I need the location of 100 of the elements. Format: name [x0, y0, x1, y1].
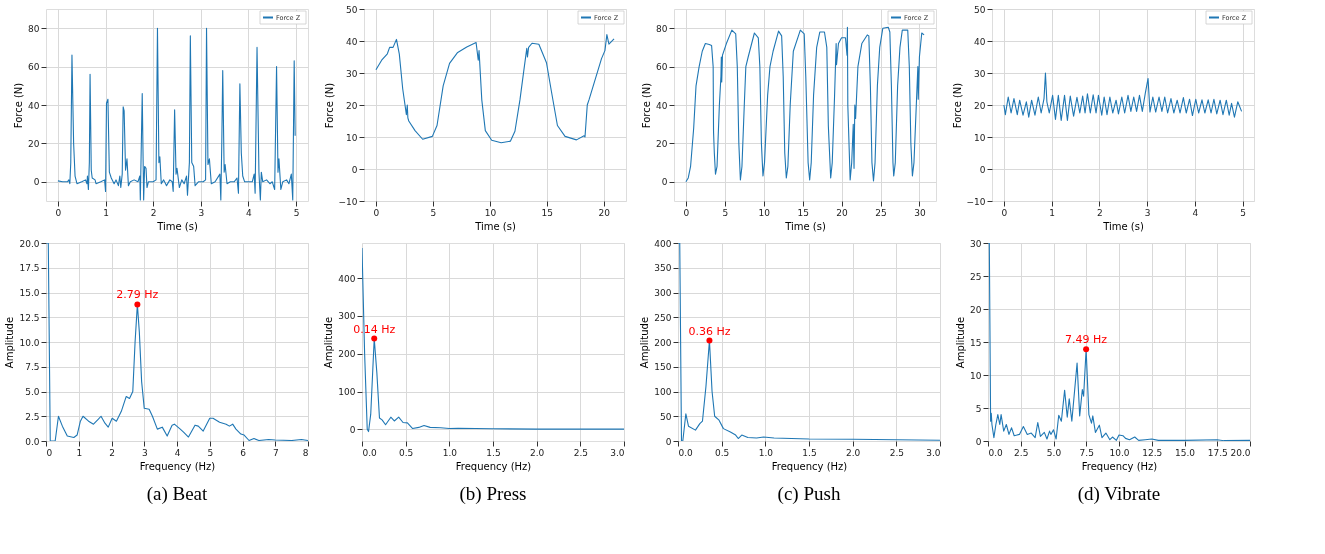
- x-tick-label: 2: [1097, 207, 1103, 218]
- y-tick-label: 0: [975, 436, 982, 447]
- y-tick-label: 40: [656, 100, 668, 111]
- y-tick-label: 150: [654, 362, 672, 373]
- y-tick-label: 100: [338, 387, 356, 397]
- annotation: 2.79 Hz: [116, 288, 159, 302]
- y-tick-label: 20: [974, 100, 986, 111]
- x-tick-label: 8: [302, 447, 309, 458]
- y-tick-label: 200: [338, 349, 356, 360]
- line-series: [1003, 72, 1243, 121]
- x-tick-label: 0: [373, 207, 380, 218]
- y-tick-label: 60: [28, 62, 40, 73]
- y-tick-label: 100: [654, 387, 672, 397]
- x-tick-label: 10: [758, 207, 771, 218]
- x-tick-label: 0: [1001, 207, 1008, 218]
- x-tick-label: 4: [246, 207, 253, 218]
- x-tick-label: 15.0: [1174, 447, 1196, 458]
- x-axis-title: Frequency (Hz): [455, 460, 532, 472]
- y-tick-label: 0.0: [25, 436, 40, 447]
- x-tick-label: 10: [484, 207, 497, 218]
- x-tick-label: 2.5: [573, 447, 588, 458]
- x-tick-label: 5: [1240, 207, 1246, 218]
- x-tick-label: 0.0: [362, 447, 378, 458]
- x-tick-label: 2.5: [1014, 447, 1029, 458]
- annotation: 7.49 Hz: [1065, 333, 1108, 347]
- x-tick-label: 4: [1192, 207, 1199, 218]
- y-tick-label: 0: [349, 424, 356, 435]
- line-series: [685, 26, 925, 183]
- y-tick-label: 10: [346, 132, 358, 143]
- x-tick-label: 12.5: [1142, 447, 1163, 458]
- y-axis-title: Force (N): [641, 82, 653, 129]
- x-tick-label: 3.0: [926, 447, 941, 458]
- line-series: [988, 243, 1250, 441]
- x-tick-label: 10.0: [1109, 447, 1130, 458]
- y-tick-label: 30: [974, 68, 986, 79]
- y-tick-label: 300: [654, 288, 672, 298]
- y-tick-label: 5: [975, 403, 982, 414]
- y-tick-label: 50: [974, 4, 986, 15]
- y-tick-label: −10: [338, 196, 358, 207]
- y-tick-label: 20.0: [19, 238, 40, 249]
- x-axis-title: Time (s): [1102, 220, 1144, 232]
- y-tick-label: 15: [970, 337, 982, 348]
- x-tick-label: 3: [198, 207, 205, 218]
- y-axis-title: Force (N): [951, 82, 963, 129]
- x-tick-label: 0.0: [988, 447, 1004, 458]
- y-tick-label: 0: [665, 436, 672, 447]
- line-series: [57, 27, 296, 201]
- x-axis-title: Time (s): [474, 220, 516, 232]
- y-tick-label: 5.0: [25, 387, 40, 397]
- y-axis-title: Amplitude: [323, 316, 335, 369]
- x-axis-title: Frequency (Hz): [771, 460, 848, 472]
- text: (b) Press: [459, 483, 527, 505]
- x-tick-label: 20.0: [1230, 447, 1251, 458]
- x-tick-label: 3: [141, 447, 148, 458]
- line-series: [678, 243, 940, 441]
- x-tick-label: 5: [430, 207, 437, 218]
- y-tick-label: 15.0: [19, 288, 40, 298]
- y-tick-label: 60: [656, 62, 668, 73]
- y-tick-label: 300: [338, 311, 356, 322]
- x-tick-label: 1.5: [802, 447, 817, 458]
- x-tick-label: 1.0: [442, 447, 458, 458]
- x-axis-title: Frequency (Hz): [1081, 460, 1158, 472]
- x-tick-label: 2: [150, 207, 157, 218]
- x-tick-label: 30: [914, 207, 926, 218]
- x-tick-label: 0.5: [715, 447, 730, 458]
- x-tick-label: 0: [55, 207, 62, 218]
- x-tick-label: 2.0: [846, 447, 861, 458]
- x-tick-label: 2: [109, 447, 115, 458]
- y-axis-title: Force (N): [323, 82, 335, 129]
- x-tick-label: 0: [46, 447, 53, 458]
- y-tick-label: 0: [351, 164, 358, 175]
- y-axis-title: Amplitude: [639, 316, 651, 369]
- x-tick-label: 7.5: [1079, 447, 1094, 458]
- x-tick-label: 6: [240, 447, 247, 458]
- x-tick-label: 1.5: [486, 447, 501, 458]
- x-tick-label: 2.0: [530, 447, 545, 458]
- x-tick-label: 0.5: [399, 447, 414, 458]
- annotation: 0.14 Hz: [353, 322, 396, 336]
- x-tick-label: 20: [598, 207, 611, 218]
- x-tick-label: 2.5: [889, 447, 904, 458]
- y-tick-label: 0: [661, 177, 668, 188]
- y-tick-label: 250: [654, 312, 672, 323]
- y-tick-label: 7.5: [25, 362, 40, 373]
- y-tick-label: 40: [974, 36, 986, 47]
- line-series: [375, 34, 615, 144]
- y-tick-label: 80: [656, 23, 668, 34]
- y-tick-label: 40: [346, 36, 358, 47]
- y-tick-label: 400: [654, 238, 672, 249]
- y-tick-label: 30: [970, 238, 982, 249]
- y-tick-label: 0: [979, 164, 986, 175]
- x-tick-label: 5: [207, 447, 214, 458]
- y-axis-title: Force (N): [13, 82, 25, 129]
- x-tick-label: 15: [797, 207, 809, 218]
- y-tick-label: 200: [654, 337, 672, 348]
- y-tick-label: −10: [966, 196, 986, 207]
- x-tick-label: 25: [875, 207, 887, 218]
- x-tick-label: 5.0: [1046, 447, 1062, 458]
- y-tick-label: 20: [346, 100, 358, 111]
- y-axis-title: Amplitude: [955, 316, 967, 369]
- y-tick-label: 25: [970, 271, 982, 282]
